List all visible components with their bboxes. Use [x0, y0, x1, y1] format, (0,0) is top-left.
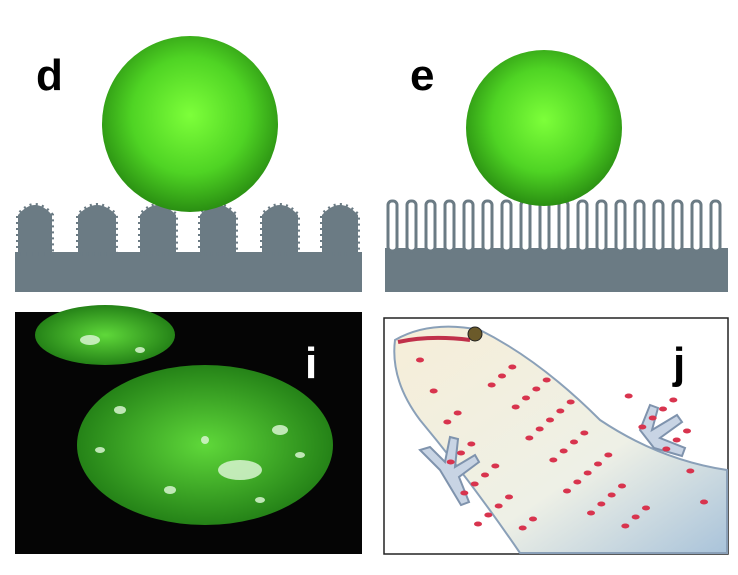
panel-j: j: [383, 317, 729, 555]
pillar: [386, 199, 399, 253]
pillar: [405, 199, 418, 253]
pillar: [443, 199, 456, 253]
spot: [631, 514, 640, 520]
spot: [467, 441, 476, 447]
spot: [487, 382, 496, 388]
spot: [570, 439, 578, 445]
spot: [470, 481, 479, 487]
spot: [672, 437, 681, 443]
droplet: [102, 36, 278, 212]
pillar: [633, 199, 646, 253]
panel-d: d: [15, 36, 362, 292]
pillar: [652, 199, 665, 253]
lotus-leaf: [35, 305, 175, 365]
hierarchical-bumps: [16, 203, 360, 256]
pillar: [519, 199, 532, 253]
pillar: [576, 199, 589, 253]
gecko-eye: [467, 326, 483, 342]
panel-label: i: [305, 339, 317, 388]
spot: [535, 426, 544, 432]
spot: [659, 406, 667, 412]
spot: [573, 479, 582, 485]
panel-label: d: [36, 51, 63, 100]
spot: [556, 408, 565, 414]
spot: [700, 499, 708, 505]
spot: [642, 505, 650, 511]
spot: [624, 393, 633, 399]
spot: [474, 521, 482, 527]
spot: [508, 364, 517, 370]
spot: [594, 461, 602, 467]
spot: [457, 450, 465, 456]
spot: [491, 463, 500, 469]
spot: [460, 490, 469, 496]
gecko-spots: [416, 357, 708, 531]
spot: [542, 377, 551, 383]
spot: [618, 483, 626, 489]
spot: [580, 430, 589, 436]
spot: [549, 457, 558, 463]
spot: [453, 410, 462, 416]
spot: [505, 494, 513, 500]
spot: [662, 446, 671, 452]
lotus-leaf: [77, 365, 333, 525]
substrate: [385, 248, 728, 292]
pillar: [671, 199, 684, 253]
spot: [604, 452, 613, 458]
spot: [607, 492, 616, 498]
pillar: [424, 199, 437, 253]
spot: [546, 417, 554, 423]
spot: [669, 397, 678, 403]
spot: [559, 448, 568, 454]
spot: [686, 468, 695, 474]
spot: [683, 428, 691, 434]
pillar: [690, 199, 703, 253]
spot: [429, 388, 438, 394]
pillar: [462, 199, 475, 253]
spot: [638, 424, 647, 430]
spot: [597, 501, 606, 507]
spot: [529, 516, 537, 522]
pillars: [386, 199, 722, 253]
spot: [443, 419, 452, 425]
spot: [583, 470, 592, 476]
pillar: [595, 199, 608, 253]
spot: [563, 488, 571, 494]
pillar: [557, 199, 570, 253]
spot: [494, 503, 503, 509]
spot: [525, 435, 534, 441]
panel-label: j: [672, 339, 685, 388]
spot: [498, 373, 506, 379]
substrate: [15, 252, 362, 292]
spot: [416, 357, 424, 363]
spot: [511, 404, 520, 410]
spot: [587, 510, 595, 516]
gecko-mouth: [397, 335, 471, 344]
spot: [648, 415, 657, 421]
water-drops: [80, 335, 305, 503]
spot: [446, 459, 455, 465]
spot: [518, 525, 527, 531]
panel-label: e: [410, 51, 434, 100]
spot: [532, 386, 541, 392]
pillar: [614, 199, 627, 253]
spot: [522, 395, 530, 401]
pillar: [481, 199, 494, 253]
pillar: [538, 199, 551, 253]
pillar: [709, 199, 722, 253]
panel-i: i: [15, 305, 362, 554]
pillar: [500, 199, 513, 253]
spot: [621, 523, 630, 529]
panel-e: e: [385, 50, 728, 292]
spot: [481, 472, 489, 478]
droplet: [466, 50, 622, 206]
spot: [484, 512, 493, 518]
spot: [566, 399, 575, 405]
